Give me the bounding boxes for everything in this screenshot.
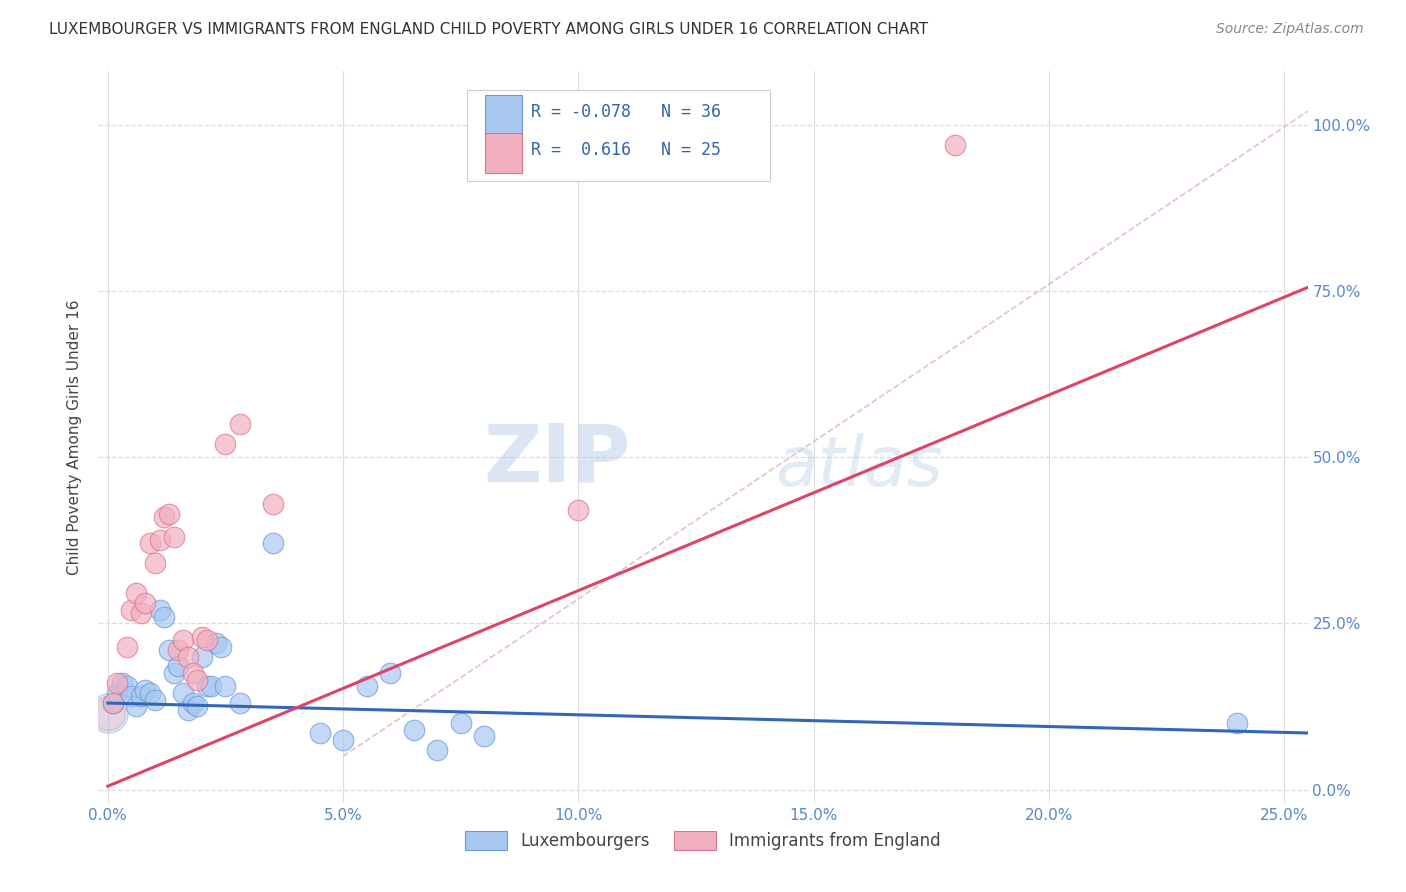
Point bbox=[402, 723, 425, 737]
Point bbox=[262, 497, 284, 511]
Point bbox=[120, 690, 142, 704]
Point bbox=[177, 703, 200, 717]
Point bbox=[101, 696, 124, 710]
Point bbox=[378, 666, 401, 681]
Point bbox=[139, 536, 162, 550]
Point bbox=[134, 682, 156, 697]
Text: atlas: atlas bbox=[776, 433, 943, 500]
Point bbox=[139, 686, 162, 700]
Point bbox=[472, 729, 495, 743]
Point bbox=[177, 649, 200, 664]
Point bbox=[157, 507, 180, 521]
Text: LUXEMBOURGER VS IMMIGRANTS FROM ENGLAND CHILD POVERTY AMONG GIRLS UNDER 16 CORRE: LUXEMBOURGER VS IMMIGRANTS FROM ENGLAND … bbox=[49, 22, 928, 37]
Point bbox=[157, 643, 180, 657]
Point bbox=[115, 680, 138, 694]
Point bbox=[97, 706, 120, 720]
Point bbox=[181, 696, 204, 710]
Point bbox=[149, 533, 172, 548]
Point bbox=[172, 686, 194, 700]
Point bbox=[125, 586, 148, 600]
Point bbox=[115, 640, 138, 654]
Point bbox=[308, 726, 330, 740]
Point bbox=[143, 692, 166, 706]
Point bbox=[163, 530, 186, 544]
Point bbox=[262, 536, 284, 550]
Point bbox=[97, 706, 120, 720]
Point bbox=[101, 696, 124, 710]
Point bbox=[125, 699, 148, 714]
Point bbox=[105, 686, 128, 700]
Text: R = -0.078   N = 36: R = -0.078 N = 36 bbox=[531, 103, 721, 120]
Point bbox=[943, 137, 966, 152]
Point bbox=[111, 676, 134, 690]
Point bbox=[105, 676, 128, 690]
Point bbox=[214, 680, 236, 694]
Point bbox=[567, 503, 589, 517]
Point bbox=[149, 603, 172, 617]
Point bbox=[1226, 716, 1249, 731]
FancyBboxPatch shape bbox=[485, 95, 522, 136]
Point bbox=[129, 690, 152, 704]
Point bbox=[332, 732, 354, 747]
Point bbox=[356, 680, 378, 694]
Text: Source: ZipAtlas.com: Source: ZipAtlas.com bbox=[1216, 22, 1364, 37]
Point bbox=[153, 509, 176, 524]
Point bbox=[228, 696, 250, 710]
Point bbox=[200, 680, 222, 694]
Point bbox=[228, 417, 250, 431]
Text: ZIP: ZIP bbox=[484, 420, 630, 498]
Point bbox=[195, 632, 218, 647]
FancyBboxPatch shape bbox=[467, 90, 769, 181]
Y-axis label: Child Poverty Among Girls Under 16: Child Poverty Among Girls Under 16 bbox=[67, 300, 83, 574]
Point bbox=[214, 436, 236, 450]
Text: R =  0.616   N = 25: R = 0.616 N = 25 bbox=[531, 141, 721, 159]
FancyBboxPatch shape bbox=[485, 133, 522, 173]
Point bbox=[172, 632, 194, 647]
Point bbox=[205, 636, 228, 650]
Point bbox=[186, 673, 208, 687]
Legend: Luxembourgers, Immigrants from England: Luxembourgers, Immigrants from England bbox=[458, 824, 948, 856]
Point bbox=[195, 680, 218, 694]
Point bbox=[191, 630, 214, 644]
Point bbox=[186, 699, 208, 714]
Point bbox=[143, 557, 166, 571]
Point bbox=[181, 666, 204, 681]
Point bbox=[450, 716, 472, 731]
Point bbox=[426, 742, 449, 756]
Point bbox=[129, 607, 152, 621]
Point bbox=[134, 596, 156, 610]
Point bbox=[191, 649, 214, 664]
Point bbox=[153, 609, 176, 624]
Point bbox=[167, 643, 190, 657]
Point bbox=[167, 659, 190, 673]
Point bbox=[163, 666, 186, 681]
Point bbox=[120, 603, 142, 617]
Point bbox=[209, 640, 232, 654]
